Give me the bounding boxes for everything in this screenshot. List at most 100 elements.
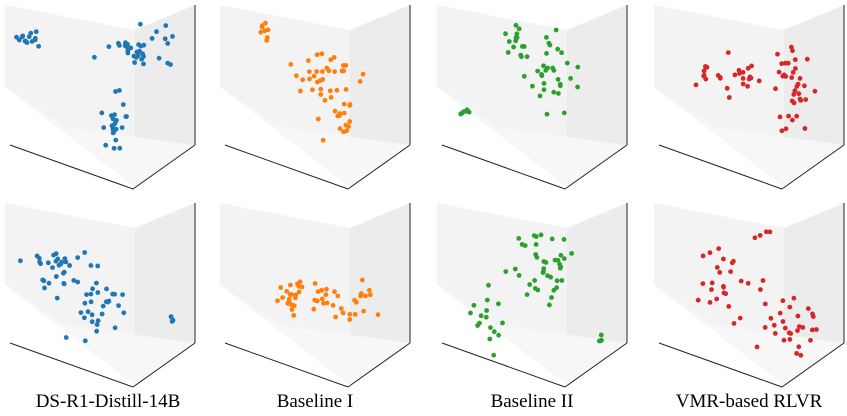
point-c1 [740, 76, 746, 81]
panel-6 [220, 203, 411, 388]
point-c2 [357, 79, 363, 84]
point-c2 [777, 310, 783, 316]
point-c2 [140, 51, 146, 57]
point-c1 [758, 287, 763, 292]
point-c1 [695, 297, 701, 303]
point-c2 [82, 338, 88, 344]
point-c2 [737, 315, 743, 321]
point-c2 [95, 318, 101, 324]
point-c2 [323, 292, 329, 298]
point-c1 [14, 34, 19, 40]
point-c1 [693, 82, 699, 88]
point-c1 [721, 290, 727, 296]
point-c3 [170, 317, 176, 323]
point-c2 [541, 87, 547, 93]
point-c3 [347, 119, 353, 124]
point-c2 [783, 74, 789, 79]
point-c1 [53, 274, 59, 279]
point-c2 [116, 303, 121, 308]
point-c2 [311, 306, 317, 312]
point-c2 [135, 53, 141, 58]
point-c2 [338, 306, 344, 311]
axis-edge [224, 144, 349, 190]
point-c1 [95, 263, 101, 269]
point-c3 [315, 116, 321, 122]
point-c2 [333, 314, 338, 320]
point-c2 [808, 337, 813, 343]
point-c1 [704, 64, 710, 70]
point-c2 [491, 352, 497, 358]
point-c2 [544, 111, 550, 117]
point-c2 [782, 325, 788, 331]
point-c1 [538, 232, 544, 238]
point-c1 [287, 292, 293, 297]
point-c2 [787, 304, 793, 310]
caption-baseline-ii: Baseline II [490, 391, 574, 412]
point-c2 [468, 310, 473, 316]
point-c3 [99, 110, 105, 116]
point-c2 [553, 27, 559, 33]
point-c2 [797, 76, 803, 81]
point-c1 [61, 270, 66, 276]
panel-5 [5, 203, 196, 388]
point-c2 [89, 319, 95, 325]
point-c1 [259, 23, 265, 29]
point-c1 [41, 278, 47, 284]
point-c2 [352, 312, 358, 317]
point-c2 [95, 290, 101, 295]
point-c1 [505, 50, 511, 55]
point-c2 [307, 69, 312, 75]
point-c1 [709, 287, 714, 292]
point-c1 [288, 282, 293, 288]
point-c3 [763, 229, 769, 235]
point-c2 [106, 44, 112, 50]
point-c2 [794, 351, 799, 356]
axis-edge [781, 144, 845, 190]
point-c2 [772, 331, 778, 336]
point-c1 [512, 266, 518, 272]
point-c1 [521, 73, 527, 79]
point-c1 [740, 81, 746, 87]
point-c1 [732, 72, 738, 78]
point-c1 [738, 278, 744, 284]
point-c2 [805, 306, 811, 311]
point-c1 [258, 29, 264, 35]
point-c2 [790, 48, 795, 54]
point-c1 [36, 43, 41, 49]
point-c2 [170, 34, 175, 39]
point-c2 [360, 71, 366, 77]
point-c3 [110, 116, 116, 122]
floor-pane [654, 285, 844, 385]
point-c1 [38, 261, 43, 267]
point-c1 [289, 307, 295, 312]
point-c2 [320, 69, 325, 74]
point-c2 [791, 295, 797, 301]
point-c2 [789, 75, 795, 80]
point-c1 [549, 236, 555, 242]
point-c2 [781, 337, 787, 343]
point-c2 [319, 51, 325, 57]
point-c2 [324, 286, 329, 292]
floor-pane [437, 285, 627, 385]
point-c2 [786, 330, 792, 336]
point-c1 [721, 284, 726, 289]
point-c1 [745, 83, 750, 89]
point-c3 [103, 142, 109, 148]
point-c2 [557, 83, 563, 89]
point-c1 [32, 37, 38, 43]
point-c2 [477, 320, 482, 326]
point-c1 [18, 258, 23, 264]
point-c2 [791, 92, 797, 97]
point-c1 [524, 54, 530, 60]
point-c1 [707, 300, 713, 305]
point-c2 [543, 67, 549, 73]
point-c3 [168, 314, 174, 319]
point-c2 [794, 113, 800, 119]
point-c1 [700, 253, 706, 259]
axis-edge [132, 342, 196, 388]
point-c3 [598, 332, 604, 338]
point-c2 [551, 68, 557, 73]
point-c1 [516, 26, 522, 32]
point-c2 [327, 88, 333, 94]
figure [5, 5, 845, 388]
